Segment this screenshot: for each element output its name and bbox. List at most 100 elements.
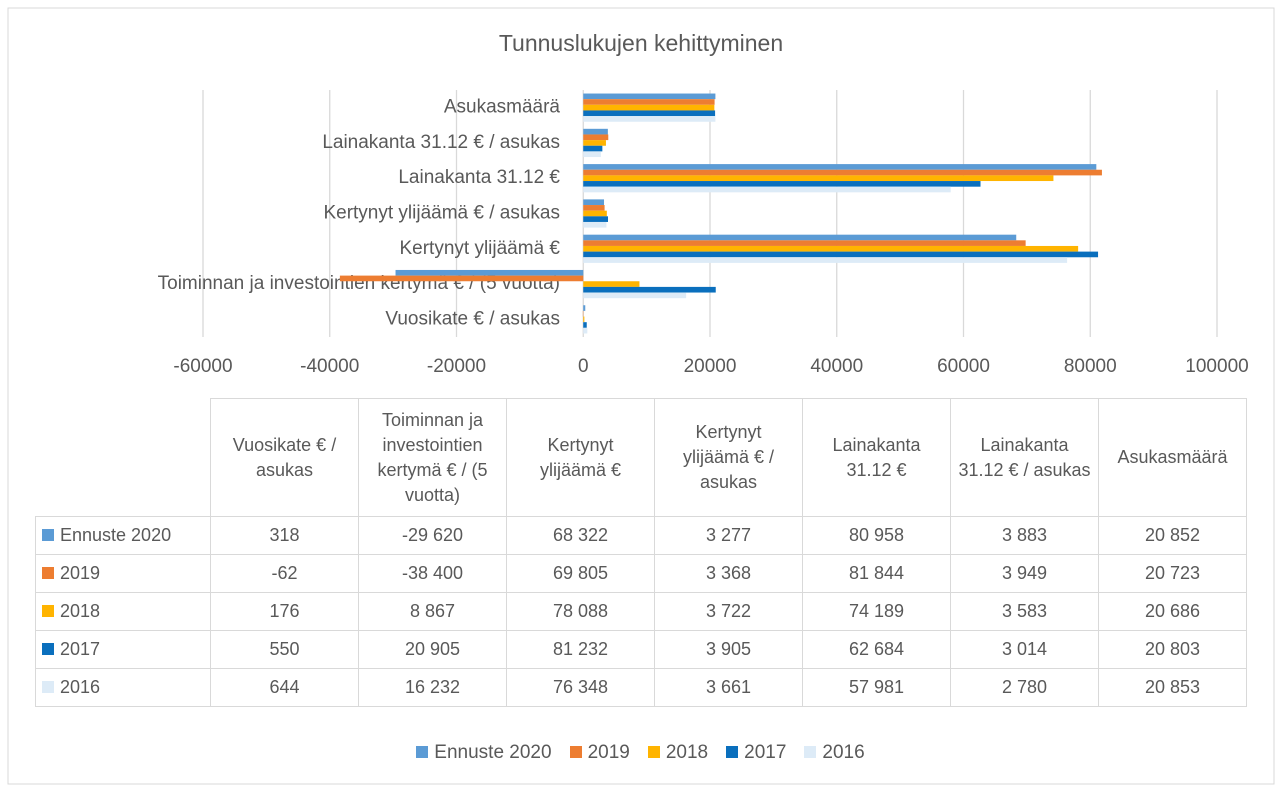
table-cell: 80 958: [802, 516, 951, 555]
table-cell: -62: [210, 554, 359, 593]
table-cell: 69 805: [506, 554, 655, 593]
bar: [583, 210, 607, 217]
legend-key: [42, 681, 54, 693]
bar: [395, 269, 584, 276]
legend-key: [647, 746, 660, 758]
legend-label: 2017: [744, 742, 787, 763]
bar: [583, 316, 585, 323]
legend-label: 2016: [822, 742, 865, 763]
row-header: 2016: [35, 668, 211, 707]
table-cell: 20 852: [1098, 516, 1247, 555]
legend-key: [42, 529, 54, 541]
legend-key: [416, 746, 429, 758]
table-row: 2017 550 20 905 81 232 3 905 62 684 3 014 20 80…: [35, 630, 1247, 669]
x-tick-label: 0: [578, 356, 589, 377]
table-cell: -29 620: [358, 516, 507, 555]
bar: [339, 275, 584, 282]
legend-label: 2019: [587, 742, 630, 763]
column-header: Vuosikate € / asukas: [210, 398, 359, 517]
table-cell: 3 368: [654, 554, 803, 593]
table-cell: 3 661: [654, 668, 803, 707]
column-header: Kertynyt ylijäämä €: [506, 398, 655, 517]
x-tick-label: -40000: [300, 356, 359, 377]
table-cell: 3 277: [654, 516, 803, 555]
bar: [583, 128, 608, 135]
row-header: Ennuste 2020: [35, 516, 211, 555]
data-table: Vuosikate € / asukas Toiminnan ja investo…: [35, 398, 1247, 707]
table-cell: 57 981: [802, 668, 951, 707]
bar: [583, 322, 587, 328]
legend-item: 2016: [804, 742, 865, 764]
table-cell: 3 949: [950, 554, 1099, 593]
row-name: 2017: [60, 639, 101, 659]
category-label: Lainakanta 31.12 €: [398, 167, 560, 188]
x-tick-label: 80000: [1064, 356, 1117, 377]
table-cell: 2 780: [950, 668, 1099, 707]
bar: [583, 186, 951, 193]
bar: [583, 240, 1026, 246]
table-cell: 62 684: [802, 630, 951, 669]
bar: [583, 164, 1097, 170]
bar: [583, 245, 1079, 252]
x-tick-label: -20000: [427, 356, 486, 377]
table-cell: 16 232: [358, 668, 507, 707]
bar: [583, 327, 588, 334]
category-label: Asukasmäärä: [444, 97, 561, 118]
row-header: 2019: [35, 554, 211, 593]
table-cell: 74 189: [802, 592, 951, 631]
legend-item: 2018: [647, 742, 709, 764]
chart-border: [7, 7, 1275, 785]
table-cell: 20 686: [1098, 592, 1247, 631]
bar: [583, 234, 1017, 241]
table-cell: 68 322: [506, 516, 655, 555]
bar: [583, 251, 1099, 258]
table-cell: 20 723: [1098, 554, 1247, 593]
bar: [583, 145, 603, 152]
table-row: Ennuste 2020 318 -29 620 68 322 3 277 80 958 3…: [35, 516, 1247, 555]
legend-item: 2017: [726, 742, 786, 764]
row-header: 2018: [35, 592, 211, 631]
table-cell: 3 905: [654, 630, 803, 669]
table-cell: 3 883: [950, 516, 1099, 555]
table-cell: 3 583: [950, 592, 1099, 631]
table-cell: 76 348: [506, 668, 655, 707]
table-cell: 644: [210, 668, 359, 707]
table-row: 2018 176 8 867 78 088 3 722 74 189 3 583 20 686: [35, 592, 1247, 631]
category-label: Kertynyt ylijäämä € / asukas: [323, 203, 560, 224]
row-name: 2019: [60, 563, 101, 583]
row-name: 2018: [60, 601, 101, 621]
bar: [583, 134, 609, 141]
table-cell: 176: [210, 592, 359, 631]
x-tick-label: 60000: [937, 356, 990, 377]
bar: [583, 221, 607, 228]
category-label: Kertynyt ylijäämä €: [399, 238, 560, 259]
column-header: Toiminnan ja investointien kertymä € / (…: [358, 398, 507, 517]
bar: [583, 169, 1102, 176]
bar: [583, 175, 1054, 182]
bar: [583, 104, 715, 111]
bar: [583, 140, 606, 146]
table-cell: 81 844: [802, 554, 951, 593]
bar: [583, 99, 715, 105]
bar: [583, 181, 981, 187]
column-header: Lainakanta 31.12 € / asukas: [950, 398, 1099, 517]
table-cell: 3 722: [654, 592, 803, 631]
table-cell: 20 853: [1098, 668, 1247, 707]
x-tick-label: 40000: [810, 356, 863, 377]
table-corner: [35, 398, 211, 517]
table-cell: 318: [210, 516, 359, 555]
legend-key: [569, 746, 582, 758]
table-cell: 550: [210, 630, 359, 669]
bar: [583, 216, 608, 222]
legend-label: 2018: [665, 742, 709, 763]
bar: [583, 151, 601, 158]
legend-item: 2019: [569, 742, 630, 764]
bar: [583, 116, 716, 122]
category-label: Vuosikate € / asukas: [385, 308, 560, 329]
x-tick-label: -60000: [173, 356, 232, 377]
bar: [583, 292, 687, 299]
legend-key: [804, 746, 817, 758]
table-cell: 20 803: [1098, 630, 1247, 669]
